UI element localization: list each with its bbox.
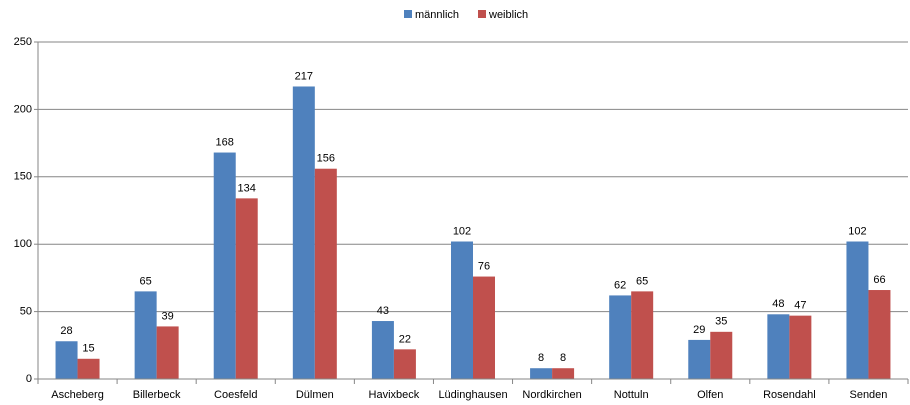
legend-label: weiblich bbox=[488, 9, 528, 21]
bar bbox=[530, 368, 553, 379]
bar bbox=[552, 368, 575, 379]
bar bbox=[789, 315, 812, 379]
y-tick-label: 0 bbox=[26, 373, 32, 385]
data-label: 156 bbox=[317, 153, 335, 165]
x-tick-label: Ascheberg bbox=[51, 389, 104, 401]
data-label: 48 bbox=[772, 298, 784, 310]
x-tick-label: Billerbeck bbox=[133, 389, 181, 401]
bar bbox=[371, 321, 394, 379]
bar bbox=[868, 290, 891, 379]
bar bbox=[393, 349, 416, 379]
data-label: 76 bbox=[478, 260, 490, 272]
y-tick-label: 100 bbox=[14, 238, 32, 250]
data-label: 22 bbox=[399, 333, 411, 345]
data-label: 217 bbox=[295, 70, 313, 82]
data-label: 102 bbox=[453, 225, 471, 237]
y-tick-label: 200 bbox=[14, 103, 32, 115]
x-tick-label: Nordkirchen bbox=[522, 389, 581, 401]
bar bbox=[710, 331, 733, 379]
data-label: 39 bbox=[162, 310, 174, 322]
data-label: 102 bbox=[848, 225, 866, 237]
bar bbox=[767, 314, 790, 379]
bar bbox=[55, 341, 78, 379]
data-label: 8 bbox=[538, 352, 544, 364]
data-label: 29 bbox=[693, 324, 705, 336]
x-tick-label: Nottuln bbox=[614, 389, 649, 401]
legend-swatch bbox=[478, 10, 486, 18]
bar bbox=[213, 152, 236, 379]
bar bbox=[134, 291, 157, 379]
bar bbox=[631, 291, 654, 379]
bar bbox=[609, 295, 632, 379]
data-label: 168 bbox=[216, 136, 234, 148]
data-label: 28 bbox=[60, 325, 72, 337]
bar bbox=[473, 276, 495, 379]
x-tick-label: Lüdinghausen bbox=[438, 389, 507, 401]
bar bbox=[77, 358, 100, 379]
data-label: 43 bbox=[377, 305, 389, 317]
y-tick-label: 250 bbox=[14, 36, 32, 48]
x-tick-label: Olfen bbox=[697, 389, 723, 401]
bar bbox=[156, 326, 179, 379]
y-tick-label: 50 bbox=[20, 306, 32, 318]
legend-swatch bbox=[404, 10, 412, 18]
data-label: 47 bbox=[794, 300, 806, 312]
x-tick-label: Rosendahl bbox=[763, 389, 816, 401]
bar bbox=[451, 241, 473, 379]
x-tick-label: Havixbeck bbox=[369, 389, 420, 401]
x-tick-label: Dülmen bbox=[296, 389, 334, 401]
data-label: 35 bbox=[715, 316, 727, 328]
bar bbox=[235, 198, 258, 379]
bar bbox=[292, 86, 315, 379]
data-label: 66 bbox=[873, 274, 885, 286]
legend-label: männlich bbox=[415, 9, 459, 21]
data-label: 134 bbox=[238, 182, 256, 194]
bar bbox=[688, 339, 711, 379]
x-tick-label: Coesfeld bbox=[214, 389, 257, 401]
y-tick-label: 150 bbox=[14, 171, 32, 183]
x-tick-label: Senden bbox=[849, 389, 887, 401]
data-label: 65 bbox=[140, 275, 152, 287]
bar bbox=[846, 241, 869, 379]
data-label: 15 bbox=[82, 343, 94, 355]
data-label: 65 bbox=[636, 275, 648, 287]
data-label: 62 bbox=[614, 279, 626, 291]
data-label: 8 bbox=[560, 352, 566, 364]
bar bbox=[314, 168, 337, 379]
